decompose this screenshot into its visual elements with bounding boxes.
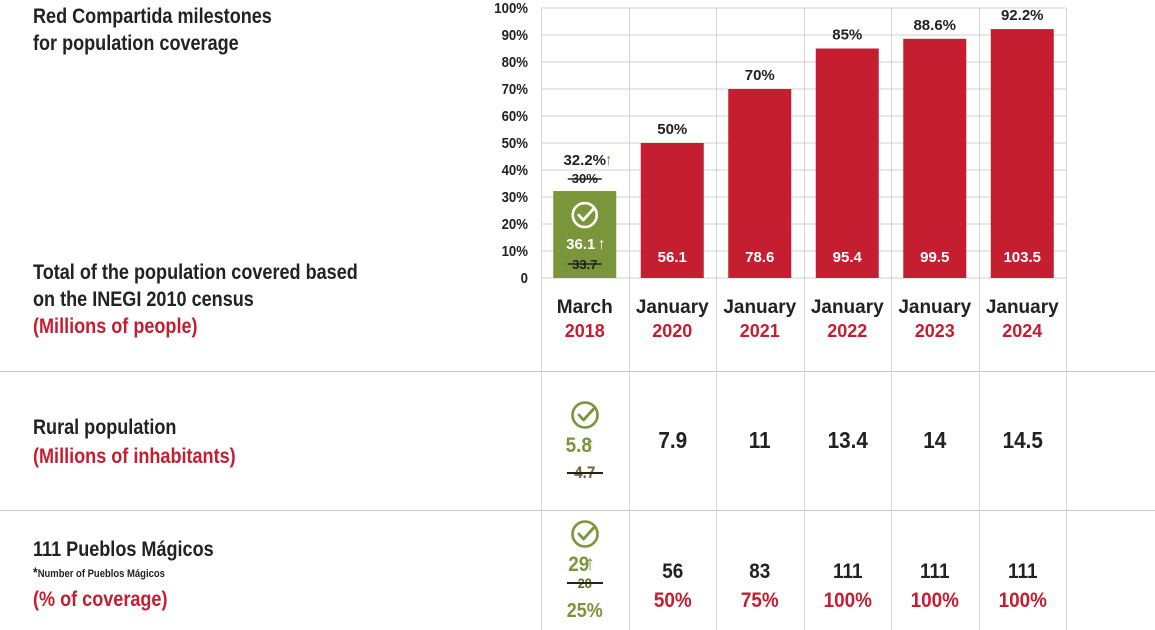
pueblos-note-text: Number of Pueblos Mágicos bbox=[37, 568, 165, 580]
check-circle-icon bbox=[570, 401, 599, 429]
strikethrough-line bbox=[566, 472, 603, 474]
bar-population-label: 99.5 bbox=[920, 249, 949, 266]
pueblos-label: 111 Pueblos Mágicos bbox=[33, 538, 214, 561]
category-month-label: March bbox=[557, 297, 613, 318]
pueblos-row-label: 111 Pueblos Mágicos *Number of Pueblos M… bbox=[33, 536, 243, 613]
bar bbox=[903, 38, 967, 278]
pueblos-percent: 75% bbox=[740, 589, 779, 612]
check-circle-icon bbox=[571, 201, 599, 229]
pueblos-unit-label: (% of coverage) bbox=[33, 588, 168, 611]
chart-label-line-2: on the INEGI 2010 census bbox=[33, 288, 254, 311]
column-divider bbox=[978, 8, 980, 630]
pueblos-percent: 100% bbox=[998, 589, 1047, 612]
pueblos-value: 111 bbox=[832, 560, 862, 583]
category-month-label: January bbox=[811, 297, 884, 318]
bar bbox=[815, 48, 879, 278]
bar-population-label: 95.4 bbox=[833, 249, 863, 266]
y-tick-label: 80% bbox=[502, 53, 529, 70]
bar bbox=[990, 29, 1054, 279]
category-year-label: 2020 bbox=[652, 321, 692, 341]
rural-value: 11 bbox=[748, 427, 771, 453]
pueblos-first-value: 29 bbox=[568, 553, 590, 576]
bar-population-label: 56.1 bbox=[658, 249, 687, 266]
pueblos-value: 56 bbox=[661, 560, 683, 583]
pueblos-percent: 50% bbox=[653, 589, 692, 612]
rural-first-value: 5.8 bbox=[565, 434, 592, 457]
bar bbox=[728, 89, 792, 278]
up-arrow-icon: ↑ bbox=[605, 152, 613, 169]
rural-unit-label: (Millions of inhabitants) bbox=[33, 445, 236, 468]
pueblos-note-star: * bbox=[33, 564, 38, 580]
strikethrough-line bbox=[566, 582, 603, 584]
y-tick-label: 40% bbox=[502, 161, 529, 178]
page-title: Red Compartida milestones for population… bbox=[33, 3, 311, 57]
bar-value-label: 88.6% bbox=[913, 17, 956, 34]
rural-label: Rural population bbox=[33, 416, 177, 439]
page-title-line-1: Red Compartida milestones bbox=[33, 5, 272, 28]
category-month-label: January bbox=[898, 297, 971, 318]
chart-label-line-1: Total of the population covered based bbox=[33, 261, 358, 284]
pueblos-note: *Number of Pueblos Mágicos bbox=[33, 564, 214, 580]
rural-value: 7.9 bbox=[657, 427, 687, 453]
check-icon bbox=[577, 207, 595, 222]
y-tick-label: 70% bbox=[502, 80, 529, 97]
pueblos-percent: 100% bbox=[823, 589, 872, 612]
y-tick-label: 100% bbox=[494, 0, 528, 16]
pueblos-value: 111 bbox=[920, 560, 950, 583]
y-tick-label: 10% bbox=[502, 242, 529, 259]
column-divider bbox=[803, 8, 805, 630]
y-tick-label: 30% bbox=[502, 188, 529, 205]
category-year-label: 2024 bbox=[1002, 321, 1042, 341]
bar bbox=[640, 143, 704, 278]
row-divider-2 bbox=[0, 510, 1155, 511]
bar-value-label: 92.2% bbox=[1001, 7, 1044, 24]
column-divider bbox=[541, 8, 542, 630]
y-tick-label: 20% bbox=[502, 215, 529, 232]
column-divider bbox=[628, 8, 630, 630]
category-month-label: January bbox=[723, 297, 796, 318]
pueblos-value: 83 bbox=[749, 560, 771, 583]
rural-row-label: Rural population (Millions of inhabitant… bbox=[33, 414, 269, 470]
category-month-label: January bbox=[636, 297, 709, 318]
bar-value-label: 32.2% bbox=[563, 152, 606, 169]
bar-population-label: 36.1 bbox=[566, 236, 595, 253]
category-year-label: 2021 bbox=[740, 321, 780, 341]
up-arrow-icon: ↑ bbox=[585, 433, 595, 456]
rural-value: 14.5 bbox=[1002, 427, 1043, 453]
chart-unit-label: (Millions of people) bbox=[33, 315, 198, 338]
up-arrow-icon: ↑ bbox=[585, 552, 595, 575]
category-year-label: 2018 bbox=[565, 321, 605, 341]
column-divider bbox=[716, 8, 717, 630]
pueblos-first-percent: 25% bbox=[566, 600, 603, 622]
rural-value: 13.4 bbox=[827, 427, 868, 453]
bar-value-label: 70% bbox=[745, 67, 775, 84]
row-divider-1 bbox=[0, 371, 1155, 372]
category-year-label: 2022 bbox=[827, 321, 867, 341]
chart-row-label: Total of the population covered based on… bbox=[33, 259, 411, 340]
bar-population-label: 103.5 bbox=[1003, 249, 1041, 266]
pueblos-percent: 100% bbox=[910, 589, 959, 612]
y-tick-label: 60% bbox=[502, 107, 529, 124]
y-tick-label: 90% bbox=[502, 26, 529, 43]
y-tick-label: 50% bbox=[502, 134, 529, 151]
bar-value-label: 85% bbox=[832, 27, 862, 44]
rural-value: 14 bbox=[923, 427, 947, 453]
page-title-line-2: for population coverage bbox=[33, 32, 239, 55]
column-divider bbox=[1066, 8, 1067, 630]
category-month-label: January bbox=[986, 297, 1059, 318]
category-year-label: 2023 bbox=[915, 321, 955, 341]
bar-population-label: 78.6 bbox=[745, 249, 774, 266]
y-tick-label: 0 bbox=[521, 269, 528, 286]
up-arrow-icon: ↑ bbox=[598, 236, 606, 253]
check-circle-icon bbox=[570, 520, 599, 548]
bar-value-label: 50% bbox=[657, 121, 687, 138]
column-divider bbox=[891, 8, 892, 630]
pueblos-value: 111 bbox=[1007, 560, 1037, 583]
